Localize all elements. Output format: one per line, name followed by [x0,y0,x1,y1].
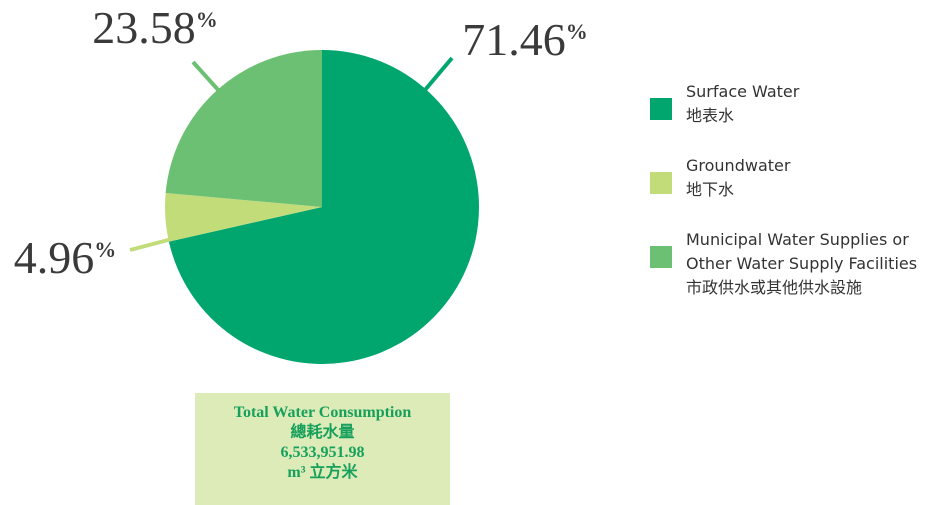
legend-swatch [650,172,672,194]
legend-label-zh: 地下水 [686,180,735,199]
legend: Surface Water 地表水 Groundwater 地下水 Municipal … [650,80,940,326]
legend-item: Municipal Water Supplies or Other Water … [650,228,940,300]
pie-slice [165,193,322,242]
total-value: 6,533,951.98 [280,444,365,461]
total-label: Total Water Consumption [233,404,412,421]
pie-slice [165,50,322,207]
legend-swatch [650,246,672,268]
leader-line [191,60,222,94]
legend-swatch [650,98,672,120]
legend-label-zh: 市政供水或其他供水設施 [686,278,863,297]
total-box: Total Water Consumption 總耗水量 6,533,951.9… [195,393,450,505]
legend-item: Groundwater 地下水 [650,154,940,202]
legend-label: Groundwater [686,156,791,175]
value-label: 71.46% [462,14,588,65]
legend-label: Surface Water [686,82,800,101]
leader-line [129,237,173,252]
total-unit: m³ 立方米 [287,464,358,481]
value-label: 23.58% [92,2,218,53]
total-label-zh: 總耗水量 [290,424,355,441]
leader-line [423,56,454,92]
legend-label: Municipal Water Supplies or Other Water … [686,230,918,273]
legend-item: Surface Water 地表水 [650,80,940,128]
legend-text: Groundwater 地下水 [686,154,940,202]
pie-slice [168,50,480,364]
legend-text: Municipal Water Supplies or Other Water … [686,228,940,300]
legend-label-zh: 地表水 [686,106,735,125]
legend-text: Surface Water 地表水 [686,80,940,128]
value-label: 4.96% [14,232,117,283]
